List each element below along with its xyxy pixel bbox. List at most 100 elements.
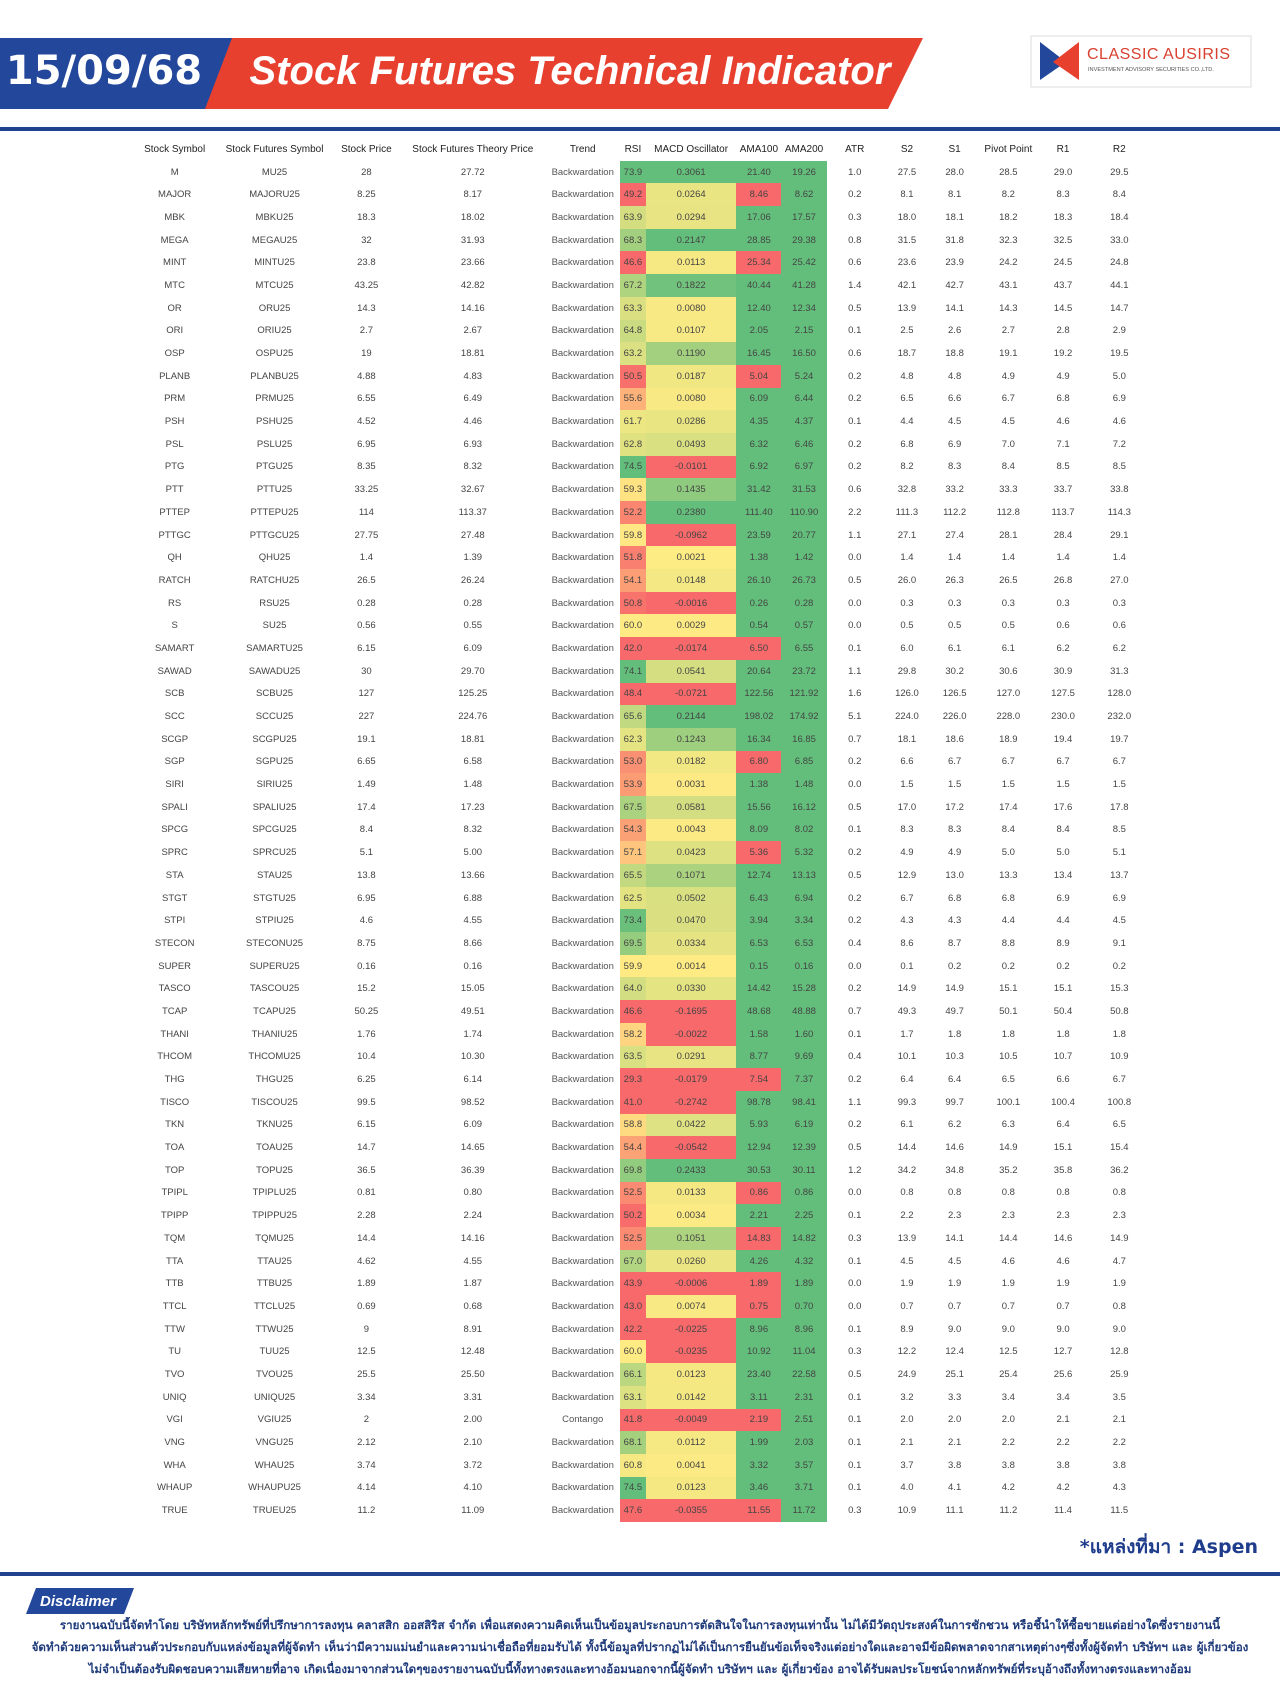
cell: 6.8 bbox=[948, 892, 962, 904]
cell: Backwardation bbox=[551, 370, 614, 382]
cell: 4.35 bbox=[736, 410, 782, 433]
table-row: OR ORU25 14.3 14.16 Backwardation 63.3 0.0080 1… bbox=[133, 296, 1151, 320]
cell: 1.38 bbox=[736, 773, 782, 796]
table-row: MAJOR MAJORU25 8.25 8.17 Backwardation 49.2 0.… bbox=[133, 183, 1151, 207]
cell: STPIU25 bbox=[255, 915, 294, 927]
cell: 29.0 bbox=[1053, 166, 1073, 178]
cell: 0.0182 bbox=[645, 750, 737, 774]
table-row: PTT PTTU25 33.25 32.67 Backwardation 59.3 0.14… bbox=[133, 478, 1151, 501]
cell: 16.34 bbox=[736, 727, 782, 751]
cell: 2.3 bbox=[948, 1210, 962, 1222]
cell: 8.8 bbox=[1001, 937, 1015, 949]
cell: -0.0542 bbox=[645, 1136, 737, 1159]
cell: 8.91 bbox=[463, 1323, 483, 1335]
cell: 6.58 bbox=[463, 756, 483, 768]
cell: 8.4 bbox=[1001, 824, 1015, 836]
cell: 8.2 bbox=[1001, 189, 1015, 201]
cell: 26.10 bbox=[736, 569, 782, 592]
header-row: Stock Symbol Stock Futures Symbol Stock Pr… bbox=[133, 138, 1151, 161]
cell: 3.8 bbox=[1112, 1459, 1126, 1471]
cell: 6.2 bbox=[1112, 642, 1126, 654]
cell: 0.5 bbox=[948, 620, 962, 632]
cell: 13.0 bbox=[945, 869, 964, 881]
cell: 3.31 bbox=[463, 1391, 483, 1403]
cell: 4.3 bbox=[948, 915, 962, 927]
cell: MU25 bbox=[261, 166, 288, 178]
cell: 17.4 bbox=[357, 801, 376, 813]
cell: 0.75 bbox=[736, 1295, 782, 1318]
cell: TOAU25 bbox=[256, 1142, 293, 1154]
cell: 3.34 bbox=[357, 1391, 376, 1403]
table-row: SAMART SAMARTU25 6.15 6.09 Backwardation 42.0… bbox=[133, 637, 1151, 660]
cell: 6.4 bbox=[1056, 1119, 1070, 1131]
cell: 67.0 bbox=[619, 1249, 646, 1273]
table-row: STPI STPIU25 4.6 4.55 Backwardation 73.4 0.047… bbox=[133, 909, 1151, 933]
cell: 23.59 bbox=[736, 523, 782, 547]
cell: 35.2 bbox=[999, 1164, 1018, 1176]
cell: Backwardation bbox=[551, 1051, 614, 1063]
cell: 0.2 bbox=[848, 461, 862, 473]
cell: 0.1 bbox=[848, 1255, 862, 1267]
cell: 174.92 bbox=[781, 705, 827, 728]
cell: 14.82 bbox=[781, 1227, 827, 1250]
cell: 99.7 bbox=[945, 1096, 964, 1108]
logo-name: CLASSIC AUSIRIS bbox=[1087, 46, 1231, 63]
logo-icon bbox=[1040, 42, 1066, 80]
cell: 10.9 bbox=[897, 1505, 917, 1517]
cell: 1.5 bbox=[900, 779, 914, 791]
cell: 0.0080 bbox=[645, 296, 737, 320]
cell: 0.5 bbox=[1001, 620, 1015, 632]
cell: 0.5 bbox=[900, 620, 914, 632]
cell: 232.0 bbox=[1107, 711, 1132, 723]
cell: Backwardation bbox=[551, 892, 614, 904]
cell: 0.2 bbox=[848, 393, 862, 405]
cell: -0.1695 bbox=[645, 1000, 737, 1023]
cell: 6.1 bbox=[948, 642, 962, 654]
cell: 11.55 bbox=[736, 1499, 782, 1522]
cell: 0.0541 bbox=[645, 659, 737, 683]
cell: 43.25 bbox=[354, 279, 379, 291]
cell: 12.2 bbox=[897, 1346, 917, 1358]
cell: 25.34 bbox=[736, 251, 782, 275]
cell: SCCU25 bbox=[255, 711, 294, 723]
table-row: ORI ORIU25 2.7 2.67 Backwardation 64.8 0.0107 2… bbox=[133, 319, 1151, 343]
cell: 14.4 bbox=[999, 1232, 1018, 1244]
cell: 28.5 bbox=[999, 166, 1018, 178]
cell: 15.05 bbox=[460, 983, 485, 995]
table-row: RS RSU25 0.28 0.28 Backwardation 50.8 -0.0016 0… bbox=[133, 591, 1151, 615]
cell: 25.1 bbox=[945, 1368, 964, 1380]
cell: Backwardation bbox=[551, 620, 614, 632]
cell: 23.8 bbox=[357, 257, 376, 269]
cell: 7.54 bbox=[736, 1068, 782, 1091]
cell: 6.94 bbox=[781, 886, 827, 910]
cell: 1.49 bbox=[357, 779, 376, 791]
cell: 61.7 bbox=[619, 410, 646, 433]
cell: Backwardation bbox=[551, 1323, 614, 1335]
cell: 0.0291 bbox=[645, 1045, 737, 1069]
cell: 2.00 bbox=[463, 1414, 483, 1426]
cell: 6.46 bbox=[781, 432, 827, 456]
cell: 4.55 bbox=[463, 915, 483, 927]
cell: 43.7 bbox=[1053, 279, 1073, 291]
cell: 3.32 bbox=[736, 1453, 782, 1477]
cell: 12.39 bbox=[781, 1136, 827, 1159]
cell: 18.1 bbox=[897, 733, 917, 745]
cell: 8.9 bbox=[900, 1323, 914, 1335]
cell: 15.3 bbox=[1110, 983, 1129, 995]
table-row: MTC MTCU25 43.25 42.82 Backwardation 67.2 0.18… bbox=[133, 274, 1151, 297]
cell: 19.5 bbox=[1110, 348, 1129, 360]
table-row: S SU25 0.56 0.55 Backwardation 60.0 0.0029 0.54… bbox=[133, 614, 1151, 638]
cell: 52.5 bbox=[619, 1181, 646, 1205]
cell: SCC bbox=[164, 711, 185, 723]
cell: 26.5 bbox=[999, 574, 1018, 586]
cell: 32.8 bbox=[897, 484, 917, 496]
cell: 6.14 bbox=[463, 1074, 483, 1086]
cell: 4.6 bbox=[1001, 1255, 1015, 1267]
cell: 4.9 bbox=[900, 847, 914, 859]
cell: 0.1 bbox=[848, 824, 862, 836]
cell: 1.89 bbox=[357, 1278, 376, 1290]
cell: 0.0034 bbox=[645, 1204, 737, 1227]
cell: 0.3 bbox=[1001, 597, 1015, 609]
cell: 1.4 bbox=[900, 552, 914, 564]
cell: 0.0031 bbox=[645, 773, 737, 796]
